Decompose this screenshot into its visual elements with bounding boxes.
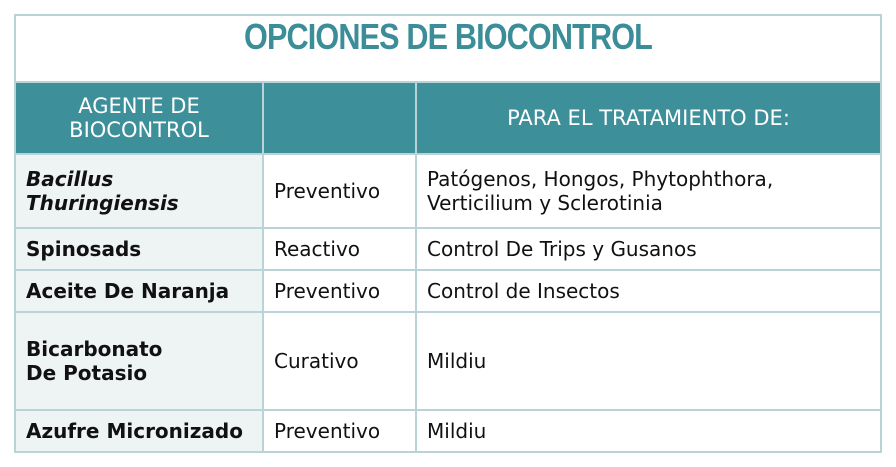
table-title: OPCIONES DE BIOCONTROL [243,16,653,57]
agent-name: Bicarbonato [26,337,163,361]
type-cell: Preventivo [262,153,417,229]
table-row: Bicarbonato De Potasio Curativo Mildiu [14,311,882,411]
treatment-text: Mildiu [415,409,882,453]
type-cell: Preventivo [262,409,417,453]
treatment-text: Control de Insectos [415,269,882,313]
header-treatment: PARA EL TRATAMIENTO DE: [415,81,882,155]
agent-name: Thuringiensis [26,191,179,215]
header-agent: AGENTE DE BIOCONTROL [14,81,264,155]
type-cell: Preventivo [262,269,417,313]
table-row: Azufre Micronizado Preventivo Mildiu [14,409,882,453]
header-type [262,81,417,155]
type-cell: Curativo [262,311,417,411]
treatment-text: Verticilium y Sclerotinia [427,191,663,215]
agent-name: Spinosads [14,227,264,271]
header-row: AGENTE DE BIOCONTROL PARA EL TRATAMIENTO… [14,81,882,155]
table-row: Aceite De Naranja Preventivo Control de … [14,269,882,313]
treatment-text: Control De Trips y Gusanos [415,227,882,271]
biocontrol-table: OPCIONES DE BIOCONTROL AGENTE DE BIOCONT… [14,14,882,453]
table-row: Spinosads Reactivo Control De Trips y Gu… [14,227,882,271]
agent-name: Aceite De Naranja [14,269,264,313]
treatment-text: Patógenos, Hongos, Phytophthora, [427,167,774,191]
agent-name: De Potasio [26,361,148,385]
agent-name: Azufre Micronizado [14,409,264,453]
agent-name: Bacillus [26,167,114,191]
table-row: Bacillus Thuringiensis Preventivo Patógen… [14,153,882,229]
biocontrol-table-container: OPCIONES DE BIOCONTROL AGENTE DE BIOCONT… [14,14,882,453]
treatment-text: Mildiu [415,311,882,411]
type-cell: Reactivo [262,227,417,271]
